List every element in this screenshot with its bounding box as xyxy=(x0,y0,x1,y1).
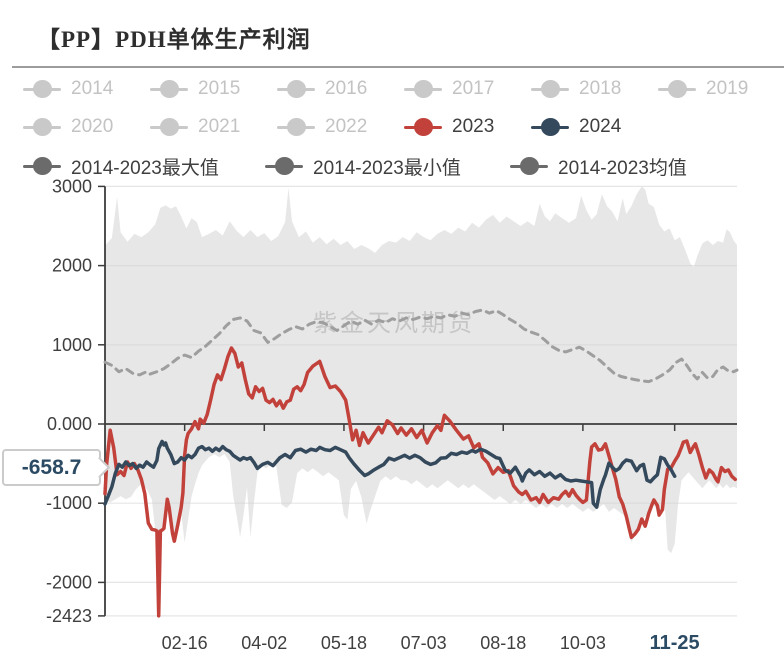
legend-item-2017[interactable]: 2017 xyxy=(404,78,494,100)
minmax-band xyxy=(105,186,737,616)
legend-item-2021[interactable]: 2021 xyxy=(150,116,240,138)
legend-item-2019[interactable]: 2019 xyxy=(658,78,748,100)
legend-item-2022[interactable]: 2022 xyxy=(277,116,367,138)
legend-item-2015[interactable]: 2015 xyxy=(150,78,240,100)
legend-item-2023[interactable]: 2023 xyxy=(404,116,494,138)
legend-label: 2014-2023最大值 xyxy=(71,157,219,179)
legend-marker-icon xyxy=(150,118,188,136)
legend-label: 2024 xyxy=(579,116,622,137)
legend-item-2024[interactable]: 2024 xyxy=(531,116,621,138)
title-separator xyxy=(12,66,784,68)
y-tick-label: -2423 xyxy=(46,606,92,626)
legend-marker-icon xyxy=(510,157,548,175)
legend-marker-icon xyxy=(404,80,442,98)
x-tick-label: 11-25 xyxy=(650,632,700,654)
series-2023-line xyxy=(103,346,738,618)
legend-label: 2019 xyxy=(706,78,749,99)
series-2024-line xyxy=(103,439,677,509)
legend-marker-icon xyxy=(658,80,696,98)
legend-label: 2014 xyxy=(71,78,114,99)
legend-marker-icon xyxy=(404,118,442,136)
legend-label: 2014-2023均值 xyxy=(558,157,687,179)
legend-marker-icon xyxy=(23,157,61,175)
legend-marker-icon xyxy=(531,80,569,98)
legend-item-2016[interactable]: 2016 xyxy=(277,78,367,100)
legend-label: 2016 xyxy=(325,78,368,99)
x-tick-label: 05-18 xyxy=(321,633,367,653)
y-tick-label: 2000 xyxy=(52,256,92,276)
y-tick-label: 1000 xyxy=(52,335,92,355)
legend-item-2014-2023最小值[interactable]: 2014-2023最小值 xyxy=(265,155,461,179)
legend-label: 2015 xyxy=(198,78,241,99)
legend-marker-icon xyxy=(277,80,315,98)
legend-marker-icon xyxy=(23,118,61,136)
legend-label: 2017 xyxy=(452,78,495,99)
y-tick-label: 3000 xyxy=(52,176,92,196)
page-title: 【PP】PDH单体生产利润 xyxy=(37,27,311,52)
x-tick-label: 04-02 xyxy=(241,633,287,653)
series-mean-line xyxy=(103,308,739,384)
legend-marker-icon xyxy=(150,80,188,98)
legend-item-2014-2023最大值[interactable]: 2014-2023最大值 xyxy=(23,155,219,179)
y-tick-label: -1000 xyxy=(46,493,92,513)
legend-item-2014[interactable]: 2014 xyxy=(23,78,113,100)
y-tick-label: -2000 xyxy=(46,572,92,592)
legend-marker-icon xyxy=(531,118,569,136)
legend-item-2014-2023均值[interactable]: 2014-2023均值 xyxy=(510,155,687,179)
legend-label: 2018 xyxy=(579,78,622,99)
legend-label: 2023 xyxy=(452,116,495,137)
legend-label: 2022 xyxy=(325,116,368,137)
x-tick-label: 10-03 xyxy=(560,633,606,653)
legend-item-2020[interactable]: 2020 xyxy=(23,116,113,138)
watermark: 紫金天风期货 xyxy=(313,310,475,337)
latest-value-callout: -658.7 xyxy=(2,449,111,486)
x-tick-label: 08-18 xyxy=(480,633,526,653)
y-tick-label: 0.000 xyxy=(47,414,92,434)
legend-marker-icon xyxy=(277,118,315,136)
x-tick-label: 07-03 xyxy=(401,633,447,653)
x-tick-label: 02-16 xyxy=(162,633,208,653)
legend-item-2018[interactable]: 2018 xyxy=(531,78,621,100)
legend-marker-icon xyxy=(265,157,303,175)
latest-value-label: -658.7 xyxy=(21,455,82,479)
legend-label: 2014-2023最小值 xyxy=(313,157,461,179)
legend-marker-icon xyxy=(23,80,61,98)
legend-label: 2020 xyxy=(71,116,114,137)
legend-label: 2021 xyxy=(198,116,241,137)
